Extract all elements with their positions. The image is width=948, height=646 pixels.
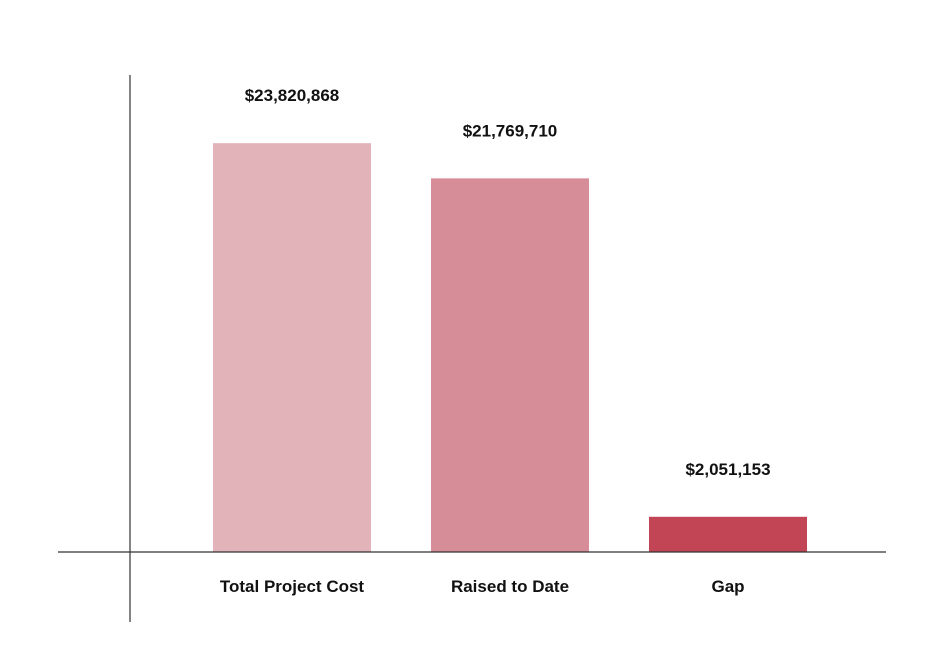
category-label-raised-to-date: Raised to Date [451, 577, 569, 596]
bars-group [213, 143, 807, 553]
value-label-total-project-cost: $23,820,868 [245, 86, 340, 105]
bar-total-project-cost [213, 143, 371, 552]
category-labels-group: Total Project Cost Raised to Date Gap [220, 577, 745, 596]
bar-gap [649, 516, 807, 552]
value-label-raised-to-date: $21,769,710 [463, 121, 558, 140]
value-labels-group: $23,820,868 $21,769,710 $2,051,153 [245, 86, 771, 479]
value-label-gap: $2,051,153 [685, 460, 770, 479]
category-label-total-project-cost: Total Project Cost [220, 577, 365, 596]
category-label-gap: Gap [711, 577, 744, 596]
bar-raised-to-date [431, 178, 589, 553]
